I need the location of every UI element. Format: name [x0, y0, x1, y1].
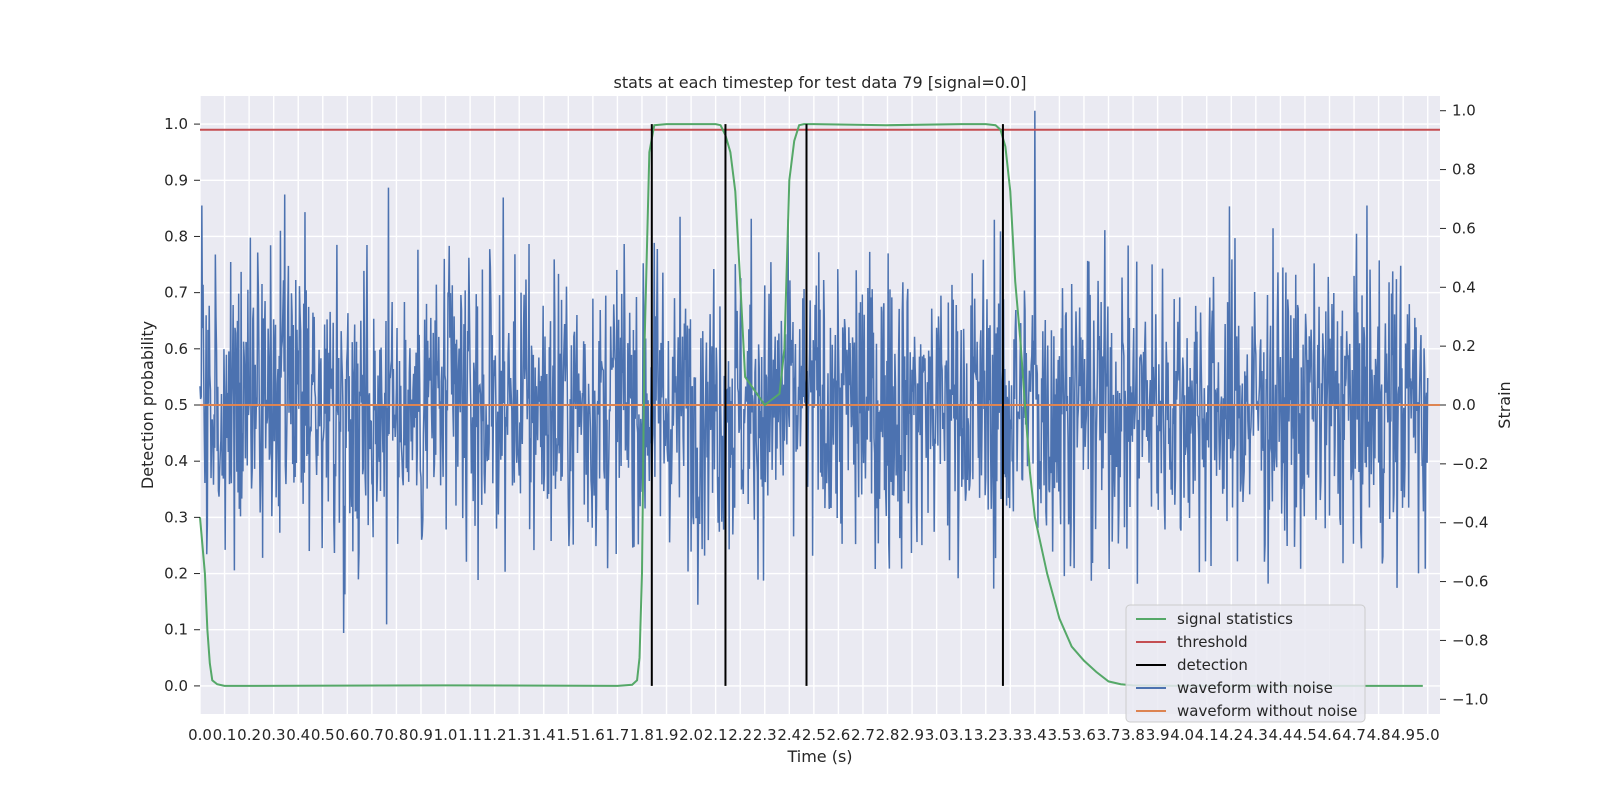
x-tick-label: 1.6 [581, 726, 605, 744]
series-layer [199, 123, 1440, 687]
x-tick-label: 1.5 [556, 726, 580, 744]
x-tick-label: 1.9 [655, 726, 679, 744]
x-tick-label: 4.9 [1391, 726, 1415, 744]
x-tick-label: 4.1 [1195, 726, 1219, 744]
y2-tick-label: 0.8 [1452, 161, 1476, 179]
y2-tick-label: −0.6 [1452, 573, 1488, 591]
y2-tick-label: −0.4 [1452, 514, 1488, 532]
x-tick-label: 0.4 [286, 726, 310, 744]
legend-label: threshold [1177, 633, 1248, 651]
waveform-with-noise-layer [199, 110, 1429, 633]
x-tick-label: 0.8 [385, 726, 409, 744]
x-tick-label: 5.0 [1416, 726, 1440, 744]
y2-tick-label: 0.4 [1452, 278, 1476, 296]
legend-label: signal statistics [1177, 610, 1293, 628]
x-tick-label: 0.0 [188, 726, 212, 744]
y-axis-label: Detection probability [138, 321, 157, 489]
y-tick-label: 0.1 [164, 621, 188, 639]
x-tick-label: 1.7 [605, 726, 629, 744]
x-tick-label: 0.1 [213, 726, 237, 744]
chart-title: stats at each timestep for test data 79 … [614, 73, 1027, 92]
x-tick-label: 4.3 [1244, 726, 1268, 744]
x-axis-ticks: 0.0 0.1 0.2 0.3 0.4 0.5 0.6 0.7 0.8 0.9 1.0 1.1 1.2 1… [188, 726, 1440, 744]
x-tick-label: 0.7 [360, 726, 384, 744]
waveform-with-noise-line [199, 110, 1429, 633]
legend-label: detection [1177, 656, 1248, 674]
x-tick-label: 1.0 [434, 726, 458, 744]
legend-label: waveform without noise [1177, 702, 1357, 720]
y2-axis-ticks: −1.0 −0.8 −0.6 −0.4 −0.2 0.0 0.2 0.4 0.6 0.8 1.0 [1440, 102, 1488, 708]
x-tick-label: 3.1 [949, 726, 973, 744]
x-tick-label: 4.6 [1318, 726, 1342, 744]
y-tick-label: 0.2 [164, 565, 188, 583]
y-tick-label: 0.7 [164, 284, 188, 302]
x-tick-label: 4.0 [1170, 726, 1194, 744]
y-tick-label: 0.4 [164, 452, 188, 470]
x-tick-label: 3.3 [998, 726, 1022, 744]
x-tick-label: 0.6 [335, 726, 359, 744]
x-tick-label: 2.5 [802, 726, 826, 744]
y-tick-label: 0.9 [164, 171, 188, 189]
y-tick-label: 1.0 [164, 115, 188, 133]
x-tick-label: 3.6 [1072, 726, 1096, 744]
legend-label: waveform with noise [1177, 679, 1333, 697]
y2-tick-label: 0.2 [1452, 337, 1476, 355]
y-tick-label: 0.5 [164, 396, 188, 414]
x-tick-label: 4.2 [1219, 726, 1243, 744]
y2-tick-label: −0.2 [1452, 455, 1488, 473]
y-axis-ticks: 0.0 0.1 0.2 0.3 0.4 0.5 0.6 0.7 0.8 0.9 1.0 [164, 115, 200, 695]
x-tick-label: 1.8 [630, 726, 654, 744]
x-tick-label: 1.3 [507, 726, 531, 744]
x-tick-label: 2.9 [900, 726, 924, 744]
x-tick-label: 3.0 [925, 726, 949, 744]
x-tick-label: 2.6 [826, 726, 850, 744]
x-axis-label: Time (s) [786, 747, 852, 766]
x-tick-label: 3.8 [1121, 726, 1145, 744]
y2-tick-label: −1.0 [1452, 690, 1488, 708]
x-tick-label: 1.4 [532, 726, 556, 744]
x-tick-label: 3.5 [1047, 726, 1071, 744]
x-tick-label: 4.7 [1342, 726, 1366, 744]
x-tick-label: 4.8 [1367, 726, 1391, 744]
y2-tick-label: 1.0 [1452, 102, 1476, 120]
x-tick-label: 2.0 [679, 726, 703, 744]
y-tick-label: 0.8 [164, 227, 188, 245]
x-tick-label: 0.3 [262, 726, 286, 744]
x-tick-label: 3.4 [1023, 726, 1047, 744]
legend: signal statistics threshold detection wavef… [1125, 604, 1366, 723]
legend-box [1125, 604, 1366, 723]
y2-tick-label: −0.8 [1452, 631, 1488, 649]
x-tick-label: 3.2 [974, 726, 998, 744]
x-tick-label: 2.7 [851, 726, 875, 744]
x-tick-label: 2.4 [777, 726, 801, 744]
y-tick-label: 0.3 [164, 508, 188, 526]
x-tick-label: 0.5 [311, 726, 335, 744]
signal-statistics-line [199, 123, 1423, 687]
x-tick-label: 3.9 [1146, 726, 1170, 744]
x-tick-label: 4.4 [1268, 726, 1292, 744]
x-tick-label: 0.9 [409, 726, 433, 744]
x-tick-label: 2.3 [753, 726, 777, 744]
x-tick-label: 0.2 [237, 726, 261, 744]
y-tick-label: 0.6 [164, 340, 188, 358]
x-tick-label: 4.5 [1293, 726, 1317, 744]
y-tick-label: 0.0 [164, 677, 188, 695]
x-tick-label: 2.2 [728, 726, 752, 744]
y2-tick-label: 0.6 [1452, 219, 1476, 237]
x-tick-label: 2.8 [876, 726, 900, 744]
y2-axis-label: Strain [1495, 381, 1514, 428]
x-tick-label: 2.1 [704, 726, 728, 744]
x-tick-label: 1.1 [458, 726, 482, 744]
y2-tick-label: 0.0 [1452, 396, 1476, 414]
x-tick-label: 3.7 [1097, 726, 1121, 744]
x-tick-label: 1.2 [483, 726, 507, 744]
